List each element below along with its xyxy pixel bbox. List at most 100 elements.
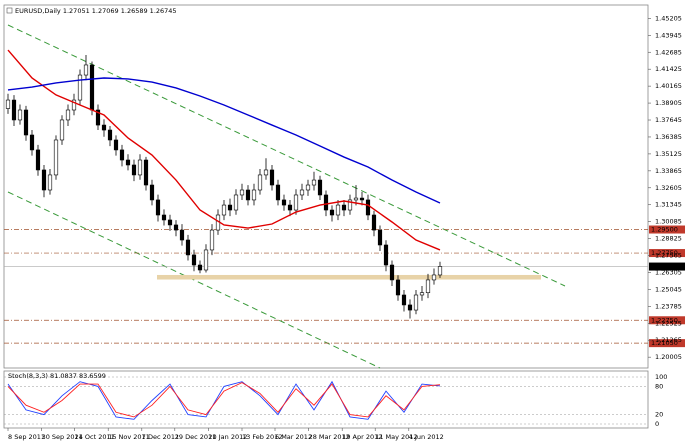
x-tick-label: 19 Apr 2012 [342,433,382,441]
y-tick-label: 20 [655,411,663,419]
candle-body [203,249,209,271]
main-layer: 1.29500 1.27750 1.22750 1.21050 1.20005 1.212… [4,14,685,441]
y-tick-label: 1.37645 [655,116,682,124]
current-price-box [649,262,685,271]
candle-body [395,279,401,296]
candle-body [353,197,359,201]
candle-body [185,239,191,256]
y-tick-label: 1.42685 [655,48,682,56]
level-label-box [649,249,685,258]
candle-body [245,189,251,201]
y-tick-label: 1.22525 [655,319,682,327]
x-tick-label: 28 Mar 2012 [309,433,350,441]
candle-body [143,159,149,186]
icon [6,7,13,14]
candle-body [401,294,407,306]
y-tick-label: 1.25045 [655,285,682,293]
x-tick-label: 4 Jun 2012 [409,433,444,441]
candle-body [323,194,329,211]
y-tick-label: 1.43945 [655,31,682,39]
x-tick-label: 15 Nov 2011 [108,433,150,441]
candle-body [167,219,173,226]
level-label: 1.27750 [651,249,678,257]
x-tick-label: 30 Sep 2011 [42,433,83,441]
moving-average [7,49,441,251]
candle-body [365,199,371,216]
candle-body [59,119,65,141]
stoch-line [7,382,441,418]
support-zone [157,274,541,280]
candle-body [347,199,353,211]
candle-body [437,266,443,276]
candle-body [137,159,143,176]
candle-body [275,184,281,201]
candle-body [125,159,131,166]
candle-body [371,214,377,231]
level-label-box [649,225,685,234]
candle-body [299,189,305,196]
level-label: 1.21050 [651,339,678,347]
candle-body [281,199,287,206]
current-price-label: 1.26745 [651,263,678,271]
x-tick-label: 7 Dec 2011 [142,433,179,441]
candle-body [293,194,299,211]
candle-body [65,109,71,121]
candle-body [341,204,347,211]
candle-body [5,99,11,109]
candle-body [113,139,119,151]
y-tick-label: 1.23785 [655,302,682,310]
candle-body [389,264,395,281]
main-panel [3,4,649,369]
candle-body [29,134,35,151]
candle-body [83,64,89,76]
candle-body [251,189,257,201]
candle-body [173,224,179,231]
candle-body [413,294,419,311]
y-tick-label: 1.32605 [655,184,682,192]
candle-body [191,254,197,266]
candle-body [263,169,269,176]
candle-body [227,204,233,211]
y-tick-label: 1.20005 [655,353,682,361]
level-label: 1.29500 [651,226,678,234]
x-tick-label: 20 Jan 2012 [208,433,247,441]
candle-body [221,204,227,216]
candle-body [431,274,437,281]
chart-title: EURUSD,Daily 1.27051 1.27069 1.26589 1.2… [15,7,177,15]
candle-body [209,229,215,251]
stoch-title: Stoch(8,3,3) 81.0837 83.6599 [8,372,106,380]
candle-body [359,197,365,201]
candle-body [41,169,47,191]
x-tick-label: 13 Feb 2012 [242,433,282,441]
level-label-box [649,316,685,325]
x-tick-label: 8 Sep 2011 [8,433,45,441]
trendline [7,191,381,369]
x-tick-label: 24 Oct 2011 [75,433,115,441]
candle-body [257,174,263,191]
candle-body [11,99,17,121]
level-label: 1.22750 [651,316,678,324]
x-tick-label: 11 May 2012 [375,433,417,441]
y-tick-label: 1.36385 [655,133,682,141]
candle-body [95,109,101,126]
y-tick-label: 1.26305 [655,268,682,276]
candle-body [377,229,383,246]
y-tick-label: 1.31345 [655,201,682,209]
candle-body [71,99,77,111]
candle-body [197,264,203,271]
candle-body [287,204,293,211]
candle-body [149,184,155,201]
candle-body [335,204,341,216]
candle-body [179,229,185,241]
candle-body [107,129,113,141]
y-tick-label: 1.35125 [655,150,682,158]
candle-body [119,149,125,161]
candle-body [89,64,95,111]
stoch-line [7,380,441,420]
candle-body [317,179,323,196]
candle-body [35,149,41,171]
y-tick-label: 0 [655,420,659,428]
candle-body [305,184,311,191]
candle-body [47,174,53,191]
